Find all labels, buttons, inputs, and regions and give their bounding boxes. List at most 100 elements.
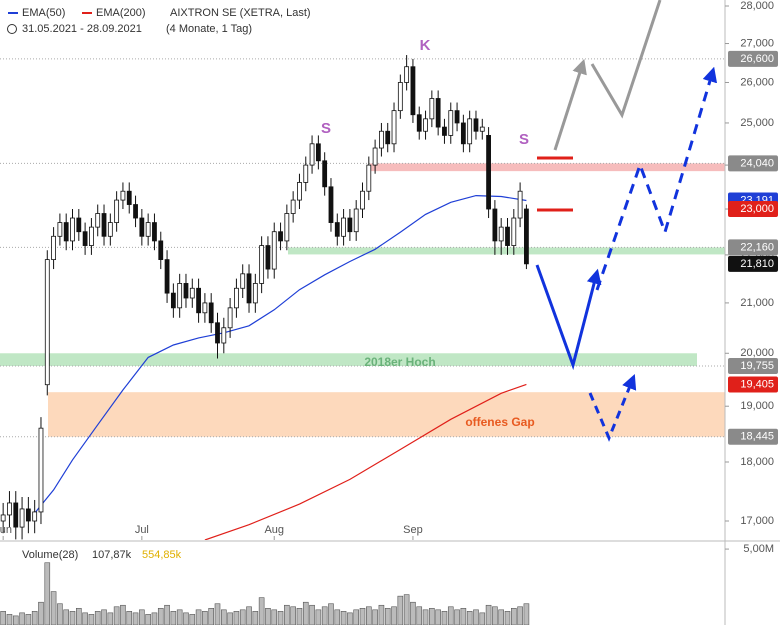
- candle-body: [170, 292, 176, 309]
- volume-bar: [208, 607, 214, 625]
- candle-body: [297, 182, 302, 201]
- volume-bar: [397, 595, 404, 625]
- chart-title: AIXTRON SE (XETRA, Last): [170, 7, 311, 19]
- zone: [370, 163, 725, 172]
- candle-body: [139, 217, 145, 237]
- volume-bar: [132, 612, 139, 625]
- candle-body: [32, 511, 38, 522]
- candle-body: [442, 126, 447, 136]
- candle-body: [164, 259, 170, 294]
- candle-body: [347, 217, 353, 233]
- volume-bar: [454, 609, 460, 625]
- volume-bar: [271, 609, 278, 625]
- volume-stat: 107,87k: [92, 549, 132, 561]
- volume-bar: [189, 614, 196, 625]
- volume-bar: [422, 609, 429, 625]
- volume-bar: [334, 609, 341, 625]
- y-tick-label: 19,000: [740, 400, 774, 412]
- volume-bar: [25, 614, 32, 625]
- candle-body: [454, 110, 460, 124]
- level-box: [728, 255, 778, 272]
- volume-bar: [359, 607, 366, 625]
- candle-body: [328, 186, 334, 223]
- volume-bar: [94, 611, 101, 625]
- volume-label: Volume(28): [22, 549, 78, 561]
- annotation: offenes Gap: [465, 415, 534, 429]
- volume-bar: [485, 604, 492, 625]
- legend-label: EMA(200): [96, 7, 146, 19]
- candle-body: [101, 213, 107, 237]
- candle-body: [246, 273, 252, 304]
- candle-body: [95, 213, 101, 228]
- candle-body: [82, 231, 88, 246]
- volume-bar: [340, 611, 347, 625]
- volume-bar: [82, 612, 88, 625]
- volume-bar: [88, 614, 95, 625]
- level-box: [728, 50, 778, 67]
- candle-body: [265, 245, 271, 270]
- candle-body: [353, 208, 359, 233]
- candle-body: [51, 235, 56, 260]
- level-label: 24,040: [740, 157, 774, 169]
- candle-body: [517, 190, 523, 219]
- candle-body: [271, 231, 277, 270]
- volume-bar: [416, 606, 423, 625]
- plot: [0, 55, 529, 540]
- volume-bar: [403, 594, 410, 625]
- candle-body: [524, 208, 529, 265]
- volume-bar: [321, 606, 328, 625]
- volume-bar: [145, 614, 151, 625]
- volume-bar: [372, 609, 378, 625]
- y-tick-label: 20,000: [740, 347, 774, 359]
- arrow: [553, 58, 587, 151]
- candle-body: [177, 283, 183, 309]
- volume-bar: [498, 609, 504, 625]
- volume-bar: [328, 603, 334, 625]
- annotation: S: [519, 131, 529, 148]
- volume-tick-label: 5,00M: [743, 543, 774, 555]
- volume-bar: [246, 606, 252, 625]
- volume-bar: [435, 609, 441, 625]
- volume-bar: [302, 601, 309, 625]
- candle-body: [25, 508, 31, 522]
- candle-body: [284, 213, 290, 242]
- zones: [0, 58, 725, 438]
- candle-body: [196, 287, 201, 314]
- candle-body: [215, 322, 220, 344]
- level-label: 19,755: [740, 360, 774, 372]
- candle-body: [492, 208, 498, 242]
- volume-bar: [296, 607, 303, 625]
- candle-body: [505, 226, 510, 246]
- candle-body: [410, 66, 416, 116]
- level-box: [728, 428, 778, 445]
- level-box: [728, 376, 778, 393]
- candle-body: [385, 130, 391, 145]
- candle-body: [208, 302, 214, 324]
- volume-bar: [12, 615, 19, 625]
- volume-bar: [202, 611, 208, 625]
- volume-bar: [113, 606, 120, 625]
- x-tick-label: Aug: [264, 524, 284, 536]
- volume-bar: [492, 606, 498, 625]
- header: EMA(50) EMA(200) AIXTRON SE (XETRA, Last…: [0, 0, 330, 561]
- candle-body: [315, 143, 321, 162]
- volume-bar: [239, 609, 246, 625]
- candle-body: [435, 98, 441, 128]
- volume-bar: [157, 607, 164, 625]
- candle-body: [372, 147, 378, 166]
- volume-bar: [38, 601, 44, 625]
- ema-line: [204, 383, 527, 540]
- candle-body: [448, 110, 454, 136]
- candle-body: [183, 283, 189, 299]
- candle-body: [126, 190, 132, 205]
- volume-bar: [233, 611, 240, 625]
- candle-body: [309, 143, 315, 166]
- volume-bar: [69, 611, 76, 625]
- candle-body: [322, 160, 328, 188]
- candle-body: [0, 514, 6, 522]
- volume-bar: [447, 606, 454, 625]
- candle-body: [202, 302, 208, 314]
- candle-body: [303, 164, 309, 183]
- volume-bar: [0, 611, 6, 625]
